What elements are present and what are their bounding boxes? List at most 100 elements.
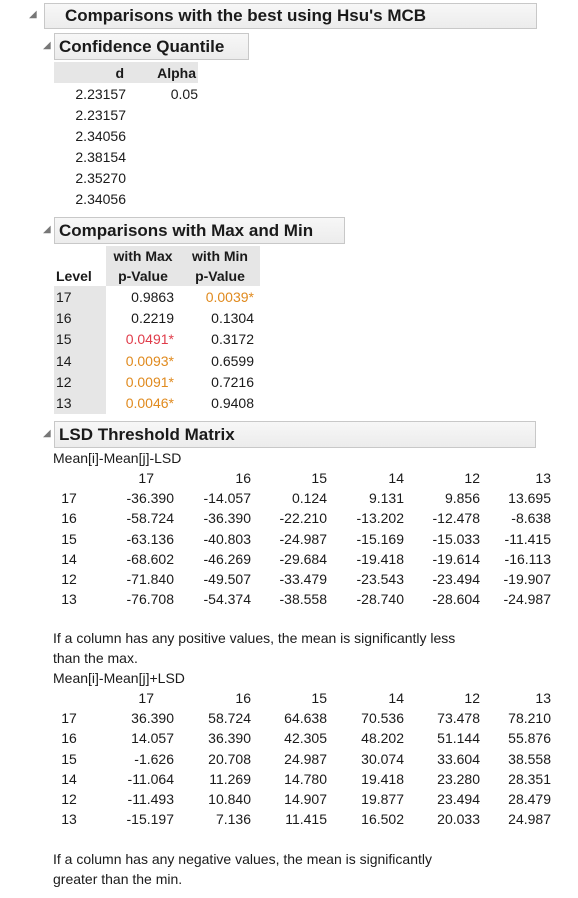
collapse-triangle-icon[interactable]: ◢ [29, 9, 37, 20]
note1-line2: than the max. [53, 650, 138, 666]
matrix-cell: -14.057 [203, 490, 251, 507]
min-pvalue-cell: 0.0039* [205, 288, 254, 305]
alpha-value: 0.05 [170, 85, 198, 102]
column-header-with-min: with Min [180, 246, 260, 266]
matrix-cell: -36.390 [126, 490, 174, 507]
matrix-cell: 64.638 [284, 710, 327, 727]
matrix-cell: -29.684 [279, 550, 327, 567]
max-min-header[interactable]: Comparisons with Max and Min [54, 217, 345, 244]
d-value: 2.35270 [75, 169, 126, 186]
d-value: 2.23157 [75, 85, 126, 102]
matrix-row-label: 13 [61, 811, 77, 828]
matrix-cell: 14.907 [284, 791, 327, 808]
matrix-row: 17 36.390 58.724 64.638 70.536 73.478 78.210 [54, 708, 551, 728]
matrix-row-label: 12 [61, 571, 77, 588]
matrix-cell: 11.269 [209, 770, 251, 787]
matrix-cell: -11.415 [504, 530, 551, 547]
matrix-cell: 24.987 [508, 811, 551, 828]
min-pvalue-cell: 0.6599 [211, 352, 254, 369]
collapse-triangle-icon[interactable]: ◢ [43, 428, 51, 439]
max-pvalue-cell: 0.0093* [125, 352, 174, 369]
matrix-cell: -71.840 [126, 571, 174, 588]
max-pvalue-cell: 0.9863 [131, 288, 174, 305]
note2-line1: If a column has any negative values, the… [53, 851, 432, 867]
matrix-cell: -38.558 [279, 591, 327, 608]
matrix-cell: 7.136 [215, 811, 251, 828]
lsd-header[interactable]: LSD Threshold Matrix [54, 421, 536, 448]
min-pvalue-cell: 0.9408 [211, 395, 254, 412]
matrix-cell: 28.479 [508, 791, 551, 808]
matrix-row: 15 -63.136 -40.803 -24.987 -15.169 -15.033 -11… [54, 529, 551, 549]
matrix-cell: 16.502 [361, 811, 404, 828]
max-pvalue-cell: 0.0091* [125, 373, 174, 390]
report-title: Comparisons with the best using Hsu's MC… [65, 6, 427, 25]
matrix-cell: 9.131 [368, 490, 404, 507]
d-value: 2.38154 [75, 148, 126, 165]
matrix-cell: 20.033 [437, 811, 480, 828]
table-row: 13 0.0046* 0.9408 [54, 392, 260, 414]
confidence-quantile-title: Confidence Quantile [59, 36, 225, 56]
matrix-row-label: 15 [61, 750, 77, 767]
max-min-table: Level with Max with Min p-Value p-Value … [54, 246, 260, 414]
matrix-cell: 24.987 [284, 750, 327, 767]
matrix-row-label: 16 [61, 730, 77, 747]
level-cell: 17 [54, 286, 106, 308]
matrix1-caption: Mean[i]-Mean[j]-LSD [53, 450, 182, 466]
matrix-cell: -23.543 [356, 571, 404, 588]
max-pvalue-cell: 0.0491* [125, 331, 174, 348]
matrix-cell: 11.415 [285, 811, 327, 828]
matrix-cell: 23.494 [437, 791, 480, 808]
matrix-cell: 23.280 [437, 770, 480, 787]
report-header[interactable]: Comparisons with the best using Hsu's MC… [44, 3, 537, 29]
column-header-min-pvalue: p-Value [180, 266, 260, 286]
matrix-column-header: 16 [235, 470, 251, 487]
matrix-cell: 48.202 [361, 730, 404, 747]
matrix-cell: 19.877 [361, 791, 404, 808]
confidence-quantile-table: d Alpha 2.23157 0.05 2.23157 2.34056 2.38… [54, 62, 198, 209]
matrix-column-header: 14 [388, 690, 404, 707]
table-row: 15 0.0491* 0.3172 [54, 328, 260, 350]
matrix-cell: 51.144 [437, 730, 480, 747]
matrix-cell: -54.374 [203, 591, 251, 608]
matrix-row-label: 14 [61, 550, 77, 567]
matrix-cell: -33.479 [279, 571, 327, 588]
confidence-quantile-header[interactable]: Confidence Quantile [54, 33, 249, 60]
note1-line1: If a column has any positive values, the… [53, 630, 456, 646]
level-cell: 14 [54, 349, 106, 372]
matrix-cell: -36.390 [203, 510, 251, 527]
lsd-matrix-plus: 17 16 15 14 12 13 17 36.390 58.724 64.638 70.536 73… [54, 688, 551, 829]
matrix-cell: -1.626 [134, 750, 174, 767]
matrix-cell: 36.390 [131, 710, 174, 727]
collapse-triangle-icon[interactable]: ◢ [43, 224, 51, 235]
matrix-row-label: 12 [61, 791, 77, 808]
matrix-cell: -24.987 [503, 591, 551, 608]
level-cell: 12 [54, 371, 106, 393]
matrix-cell: -16.113 [504, 550, 551, 567]
matrix-cell: -40.803 [203, 530, 251, 547]
matrix-cell: -76.708 [126, 591, 174, 608]
min-pvalue-cell: 0.7216 [211, 373, 254, 390]
level-cell: 16 [54, 307, 106, 329]
matrix-cell: -13.202 [356, 510, 404, 527]
matrix-cell: -11.493 [127, 791, 174, 808]
matrix-cell: 55.876 [508, 730, 551, 747]
matrix-row-label: 15 [61, 530, 77, 547]
matrix-cell: 20.708 [208, 750, 251, 767]
max-pvalue-cell: 0.2219 [131, 309, 174, 326]
matrix-cell: -63.136 [126, 530, 174, 547]
collapse-triangle-icon[interactable]: ◢ [43, 40, 51, 51]
matrix-row: 16 14.057 36.390 42.305 48.202 51.144 55.876 [54, 728, 551, 748]
matrix-cell: 14.057 [131, 730, 174, 747]
matrix-cell: 13.695 [508, 490, 551, 507]
matrix2-caption: Mean[i]-Mean[j]+LSD [53, 670, 185, 686]
matrix-row-label: 17 [61, 490, 77, 507]
min-pvalue-cell: 0.3172 [211, 331, 254, 348]
note2-line2: greater than the min. [53, 871, 183, 887]
matrix-cell: -58.724 [126, 510, 174, 527]
matrix-cell: -8.638 [511, 510, 551, 527]
matrix-row: 17 -36.390 -14.057 0.124 9.131 9.856 13.695 [54, 488, 551, 508]
matrix-row: 12 -71.840 -49.507 -33.479 -23.543 -23.494 -19… [54, 569, 551, 589]
matrix-column-header: 15 [311, 470, 327, 487]
level-cell: 15 [54, 328, 106, 350]
lsd-title: LSD Threshold Matrix [59, 424, 235, 444]
